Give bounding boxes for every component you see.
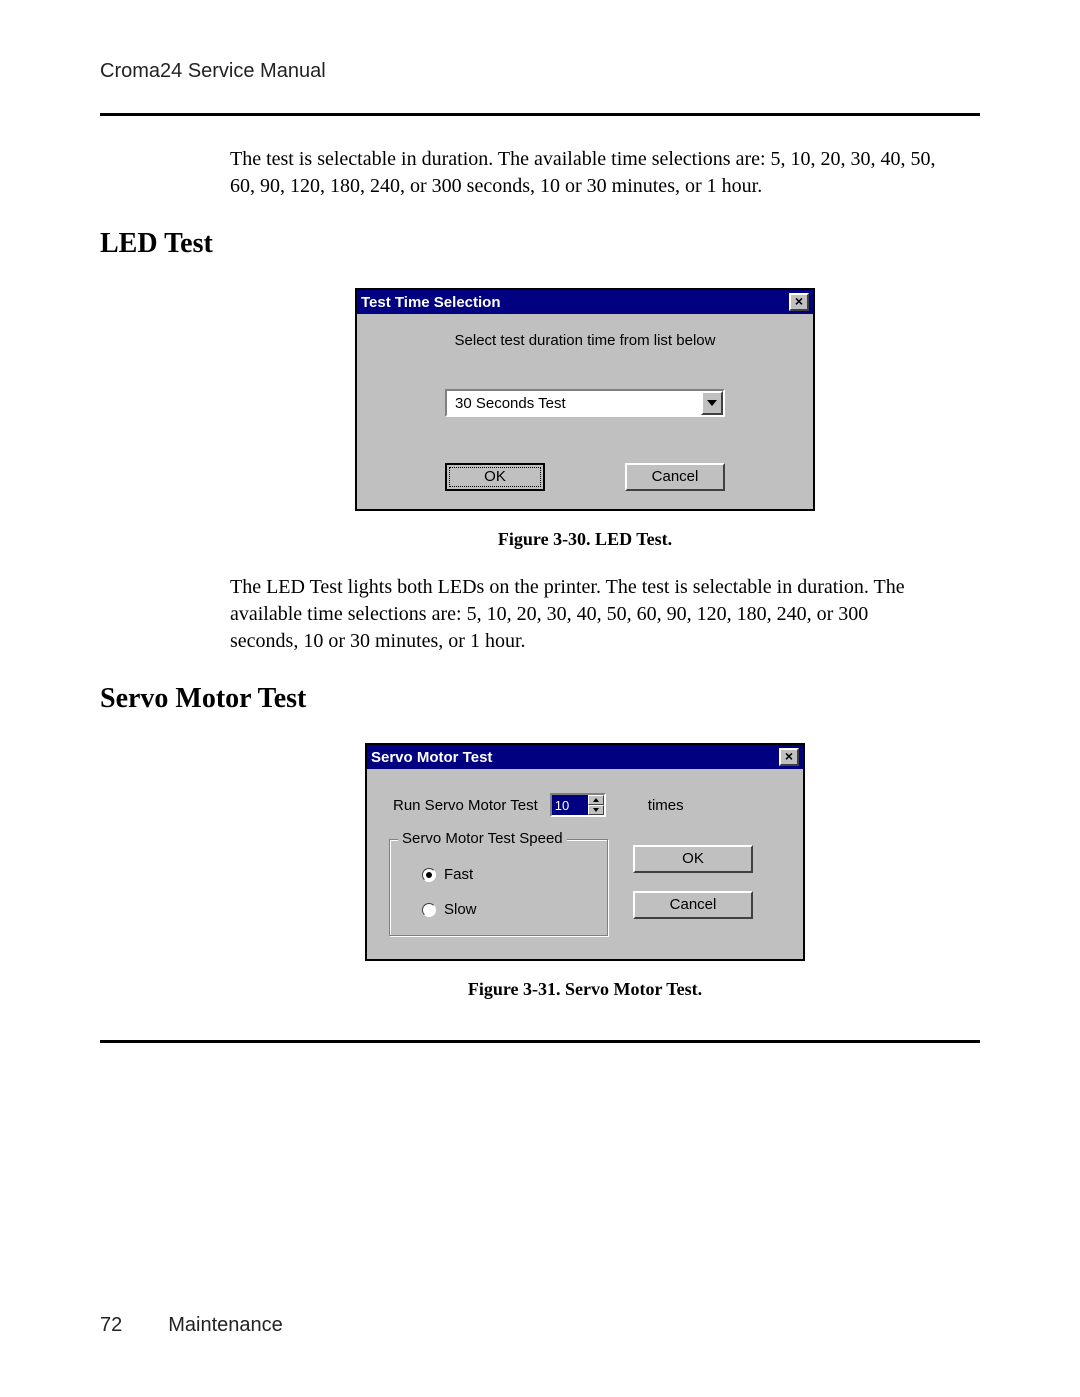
spinner-down-button[interactable] [588, 805, 604, 815]
led-paragraph: The LED Test lights both LEDs on the pri… [230, 574, 940, 655]
run-count-spinner[interactable]: 10 [550, 793, 606, 817]
intro-paragraph: The test is selectable in duration. The … [230, 146, 940, 200]
run-count-row: Run Servo Motor Test 10 times [393, 793, 777, 817]
radio-icon [422, 903, 436, 917]
ok-button[interactable]: OK [445, 463, 545, 491]
close-icon[interactable]: × [779, 748, 799, 766]
page-number: 72 [100, 1314, 122, 1337]
test-time-selection-dialog: Test Time Selection × Select test durati… [355, 288, 815, 511]
dialog-button-row: OK Cancel [373, 463, 797, 491]
duration-combobox[interactable]: 30 Seconds Test [445, 389, 725, 417]
cancel-button[interactable]: Cancel [633, 891, 753, 919]
section-heading-servo: Servo Motor Test [100, 683, 940, 715]
figure-caption-servo: Figure 3-31. Servo Motor Test. [230, 979, 940, 1000]
dialog-body: Run Servo Motor Test 10 times Servo Moto… [367, 769, 803, 959]
dialog-button-column: OK Cancel [633, 839, 753, 919]
figure-servo-test: Servo Motor Test × Run Servo Motor Test … [230, 743, 940, 961]
dialog-title: Test Time Selection [361, 294, 501, 311]
cancel-button[interactable]: Cancel [625, 463, 725, 491]
running-header: Croma24 Service Manual [100, 60, 980, 83]
dialog-title: Servo Motor Test [371, 749, 492, 766]
ok-button[interactable]: OK [633, 845, 753, 873]
page-content: The test is selectable in duration. The … [100, 146, 980, 1000]
dropdown-button[interactable] [701, 391, 723, 415]
dialog-titlebar: Test Time Selection × [357, 290, 813, 314]
radio-slow[interactable]: Slow [422, 901, 594, 918]
section-heading-led: LED Test [100, 228, 940, 260]
figure-caption-led: Figure 3-30. LED Test. [230, 529, 940, 550]
speed-groupbox: Servo Motor Test Speed Fast Slow [389, 839, 609, 937]
footer-rule [100, 1040, 980, 1043]
radio-slow-label: Slow [444, 901, 477, 918]
chevron-down-icon [707, 400, 717, 406]
run-label-pre: Run Servo Motor Test [393, 797, 538, 814]
header-rule [100, 113, 980, 116]
duration-combo-row: 30 Seconds Test [373, 389, 797, 417]
page-footer: 72 Maintenance [100, 1314, 283, 1337]
dialog-body: Select test duration time from list belo… [357, 314, 813, 509]
close-icon[interactable]: × [789, 293, 809, 311]
section-name: Maintenance [168, 1314, 283, 1337]
spinner-buttons [588, 795, 604, 815]
figure-led-test: Test Time Selection × Select test durati… [230, 288, 940, 511]
speed-and-buttons-row: Servo Motor Test Speed Fast Slow OK Canc… [389, 839, 781, 937]
run-label-post: times [648, 797, 684, 814]
dialog-titlebar: Servo Motor Test × [367, 745, 803, 769]
chevron-up-icon [593, 798, 599, 802]
chevron-down-icon [593, 808, 599, 812]
run-count-value: 10 [552, 795, 588, 815]
radio-icon [422, 868, 436, 882]
servo-motor-test-dialog: Servo Motor Test × Run Servo Motor Test … [365, 743, 805, 961]
speed-group-legend: Servo Motor Test Speed [398, 830, 567, 847]
dialog-instruction: Select test duration time from list belo… [373, 332, 797, 349]
duration-combobox-value: 30 Seconds Test [447, 395, 701, 412]
radio-fast-label: Fast [444, 866, 473, 883]
radio-fast[interactable]: Fast [422, 866, 594, 883]
spinner-up-button[interactable] [588, 795, 604, 805]
